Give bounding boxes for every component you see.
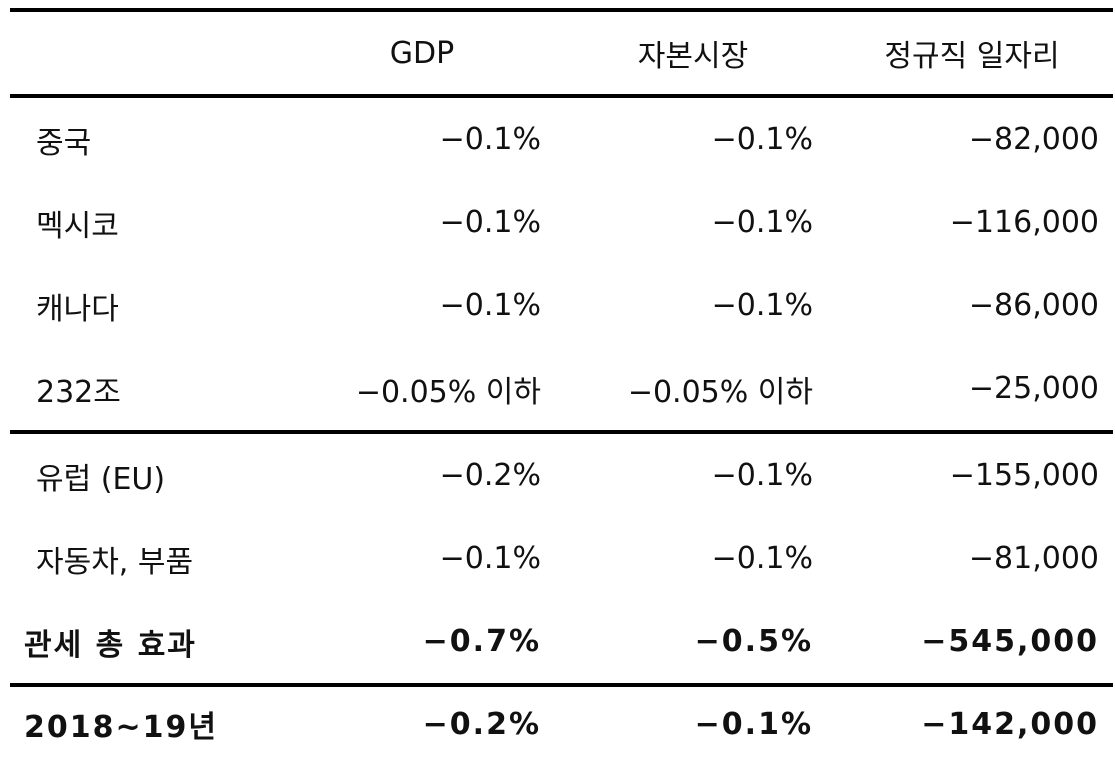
capital-cell: −0.1% [694, 706, 813, 742]
capital-cell: −0.1% [711, 205, 813, 240]
capital-cell: −0.1% [711, 541, 813, 576]
gdp-cell: −0.05% 이하 [285, 347, 555, 434]
header-cell-blank [10, 8, 285, 98]
row-label: 중국 [36, 125, 92, 161]
table-row: 자동차, 부품 −0.1% −0.1% −81,000 [10, 517, 1113, 600]
row-label: 유럽 (EU) [36, 461, 166, 497]
gdp-cell: −0.1% [439, 288, 541, 323]
jobs-cell: −25,000 [827, 347, 1113, 434]
capital-cell: −0.1% [711, 288, 813, 323]
table-row-total: 관세 총 효과 −0.7% −0.5% −545,000 [10, 600, 1113, 687]
table-body: 중국 −0.1% −0.1% −82,000 멕시코 −0.1% −0.1% −… [10, 96, 1113, 761]
gdp-cell: −0.1% [439, 541, 541, 576]
table-row: 캐나다 −0.1% −0.1% −86,000 [10, 264, 1113, 347]
header-cell-capital-market: 자본시장 [555, 8, 827, 98]
gdp-cell: −0.7% [285, 600, 555, 687]
row-label: 관세 총 효과 [10, 600, 285, 687]
jobs-cell: −116,000 [949, 205, 1099, 240]
jobs-cell: −142,000 [921, 706, 1099, 742]
table-row-period: 2018~19년 −0.2% −0.1% −142,000 [10, 685, 1113, 761]
row-label: 캐나다 [36, 291, 119, 327]
capital-cell: −0.1% [711, 458, 813, 493]
gdp-cell: −0.1% [439, 122, 541, 157]
header-cell-fulltime-jobs: 정규직 일자리 [827, 8, 1113, 98]
row-label: 자동차, 부품 [36, 544, 194, 580]
gdp-cell: −0.2% [439, 458, 541, 493]
jobs-cell: −82,000 [968, 122, 1099, 157]
jobs-cell: −545,000 [827, 600, 1113, 687]
row-label: 232조 [10, 347, 285, 434]
gdp-cell: −0.1% [439, 205, 541, 240]
table-row: 멕시코 −0.1% −0.1% −116,000 [10, 181, 1113, 264]
header-row: GDP 자본시장 정규직 일자리 [10, 8, 1113, 98]
header-cell-gdp: GDP [285, 8, 555, 98]
gdp-cell: −0.2% [422, 706, 541, 742]
capital-cell: −0.1% [711, 122, 813, 157]
jobs-cell: −86,000 [968, 288, 1099, 323]
table-row: 232조 −0.05% 이하 −0.05% 이하 −25,000 [10, 347, 1113, 434]
table-row: 중국 −0.1% −0.1% −82,000 [10, 96, 1113, 181]
row-label: 2018~19년 [24, 710, 218, 745]
table-header: GDP 자본시장 정규직 일자리 [10, 8, 1113, 98]
capital-cell: −0.5% [555, 600, 827, 687]
capital-cell: −0.05% 이하 [555, 347, 827, 434]
row-label: 멕시코 [36, 208, 119, 244]
jobs-cell: −81,000 [968, 541, 1099, 576]
tariff-effects-table: GDP 자본시장 정규직 일자리 중국 −0.1% −0.1% −82,000 … [10, 8, 1113, 761]
jobs-cell: −155,000 [949, 458, 1099, 493]
table-row: 유럽 (EU) −0.2% −0.1% −155,000 [10, 432, 1113, 517]
